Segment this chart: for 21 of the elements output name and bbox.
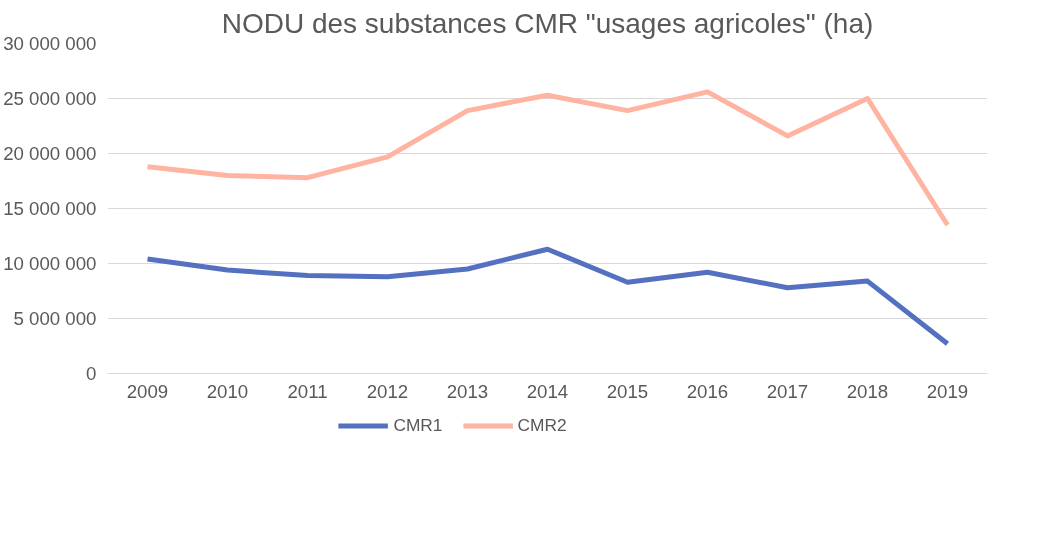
y-tick-label: 30 000 000 [3,33,97,54]
x-tick-label: 2010 [206,380,249,402]
chart-title: NODU des substances CMR "usages agricoles" (ha) [221,7,874,39]
x-tick-label: 2019 [926,380,969,402]
x-tick-label: 2015 [606,380,649,402]
y-tick-label: 5 000 000 [13,308,97,329]
x-tick-label: 2013 [446,380,489,402]
x-tick-label: 2018 [846,380,889,402]
legend-label: CMR1 [393,414,443,436]
y-tick-label: 10 000 000 [3,253,97,274]
y-tick-label: 0 [86,363,97,384]
x-tick-label: 2016 [686,380,729,402]
x-tick-label: 2009 [126,380,169,402]
x-tick-label: 2014 [526,380,569,402]
y-tick-label: 15 000 000 [3,198,97,219]
x-tick-label: 2017 [766,380,809,402]
x-tick-label: 2011 [287,380,328,402]
x-tick-label: 2012 [366,380,409,402]
y-tick-label: 25 000 000 [3,88,97,109]
legend-label: CMR2 [517,414,567,436]
y-tick-label: 20 000 000 [3,143,97,164]
